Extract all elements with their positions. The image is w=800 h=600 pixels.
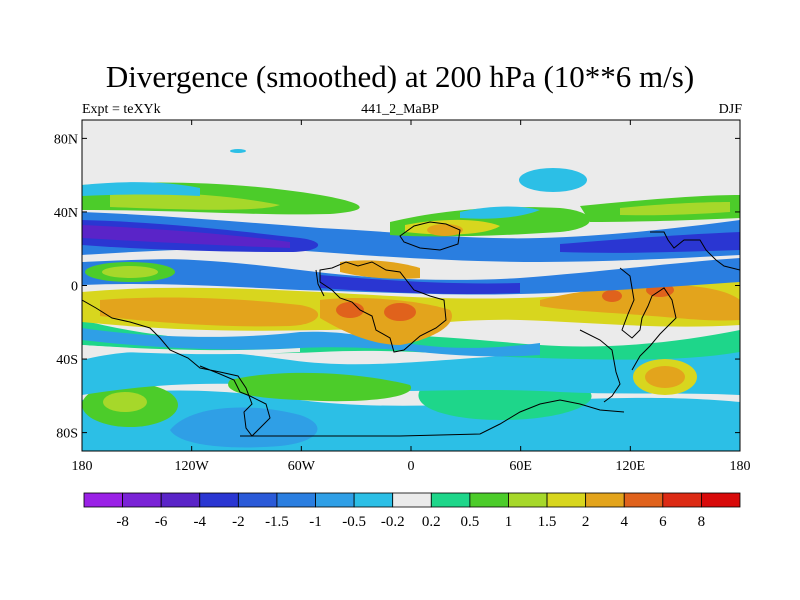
colorbar-swatch [662,492,702,508]
colorbar-swatch [469,492,509,508]
colorbar-label: 1 [505,514,513,530]
colorbar-swatch [83,492,123,508]
latitude-axis: 80N 40N 0 40S 80S [54,132,740,442]
coastline-africa [319,261,447,353]
contour-region [228,372,412,402]
contour-region [170,407,318,448]
contour-region [100,297,319,327]
contour-region [645,366,685,388]
coastline-eurasia [399,221,461,251]
colorbar-swatch [276,492,316,508]
lon-tick-label: 60W [288,459,316,474]
colorbar-label: -6 [155,514,168,530]
colorbar-label: -4 [194,514,207,530]
contour-region [336,302,364,318]
lon-tick-label: 120W [175,459,210,474]
lat-tick-label: 40S [56,353,78,368]
colorbar-swatch [430,492,471,508]
contour-region [320,275,520,295]
coastline-outlines [82,221,740,437]
colorbar-swatch [315,492,355,508]
colorbar-swatch [623,492,664,508]
experiment-label: Expt = teXYk [82,102,161,117]
contour-region [560,232,740,253]
contour-region [82,258,740,295]
colorbar-label: -1 [309,514,322,530]
contour-region [519,168,587,192]
lat-tick-label: 80S [56,427,78,442]
longitude-axis: 180 120W 60W 0 60E 120E 180 [72,120,751,474]
lat-tick-label: 80N [54,132,78,147]
contour-region [102,266,158,278]
lat-tick-label: 0 [71,280,78,295]
coastline-south-asia [619,267,677,371]
colorbar-swatch [122,492,162,508]
colorbar-label: 8 [698,514,706,530]
colorbar-swatch [701,492,741,508]
lon-tick-label: 120E [616,459,646,474]
colorbar-swatch [160,492,201,508]
lon-tick-label: 60E [509,459,532,474]
colorbar-swatch [199,492,239,508]
contour-region [384,303,416,321]
contour-region [82,182,200,196]
contour-region [540,285,740,321]
colorbar-label: 4 [620,514,628,530]
colorbar-swatch [508,492,548,508]
lat-tick-label: 40N [54,206,78,221]
coastline-south-america [82,299,271,437]
contour-region [103,392,147,412]
colorbar-swatch [353,492,394,508]
colorbar-label: -1.5 [265,514,289,530]
colorbar-label: 2 [582,514,590,530]
lon-tick-label: 180 [72,459,93,474]
contour-region [82,328,540,357]
colorbar-swatch [237,492,278,508]
colorbar-label: -2 [232,514,245,530]
contour-region [110,193,280,210]
contour-region [427,224,463,236]
contour-region [82,345,300,355]
contour-region [82,253,300,262]
coastline-antarctica [240,399,625,437]
colorbar: -8 -6 -4 -2 -1.5 -1 -0.5 -0.2 0.2 0.5 1 1.5 2 4 6 8 [83,492,741,530]
colorbar-label: 1.5 [538,514,557,530]
run-id-label: 441_2_MaBP [361,102,439,117]
colorbar-label: 6 [659,514,667,530]
contour-region [230,149,246,153]
colorbar-label: 0.5 [461,514,480,530]
season-label: DJF [718,102,742,117]
colorbar-label: -0.5 [342,514,366,530]
lon-tick-label: 0 [408,459,415,474]
colorbar-label: 0.2 [422,514,441,530]
contour-region [460,206,540,219]
contour-field [82,120,740,451]
colorbar-swatch [546,492,587,508]
lon-tick-label: 180 [730,459,751,474]
contour-region [82,225,290,248]
colorbar-label: -8 [116,514,129,530]
contour-region [418,383,592,420]
coastline-australia [579,329,621,403]
coastline-pacific-islands [650,231,740,271]
colorbar-swatch [392,492,432,508]
contour-region [602,290,622,302]
colorbar-label: -0.2 [381,514,405,530]
plot-title: Divergence (smoothed) at 200 hPa (10**6 … [105,59,695,94]
coastline-central-america [315,269,325,297]
contour-region [620,202,730,216]
colorbar-swatch [585,492,625,508]
